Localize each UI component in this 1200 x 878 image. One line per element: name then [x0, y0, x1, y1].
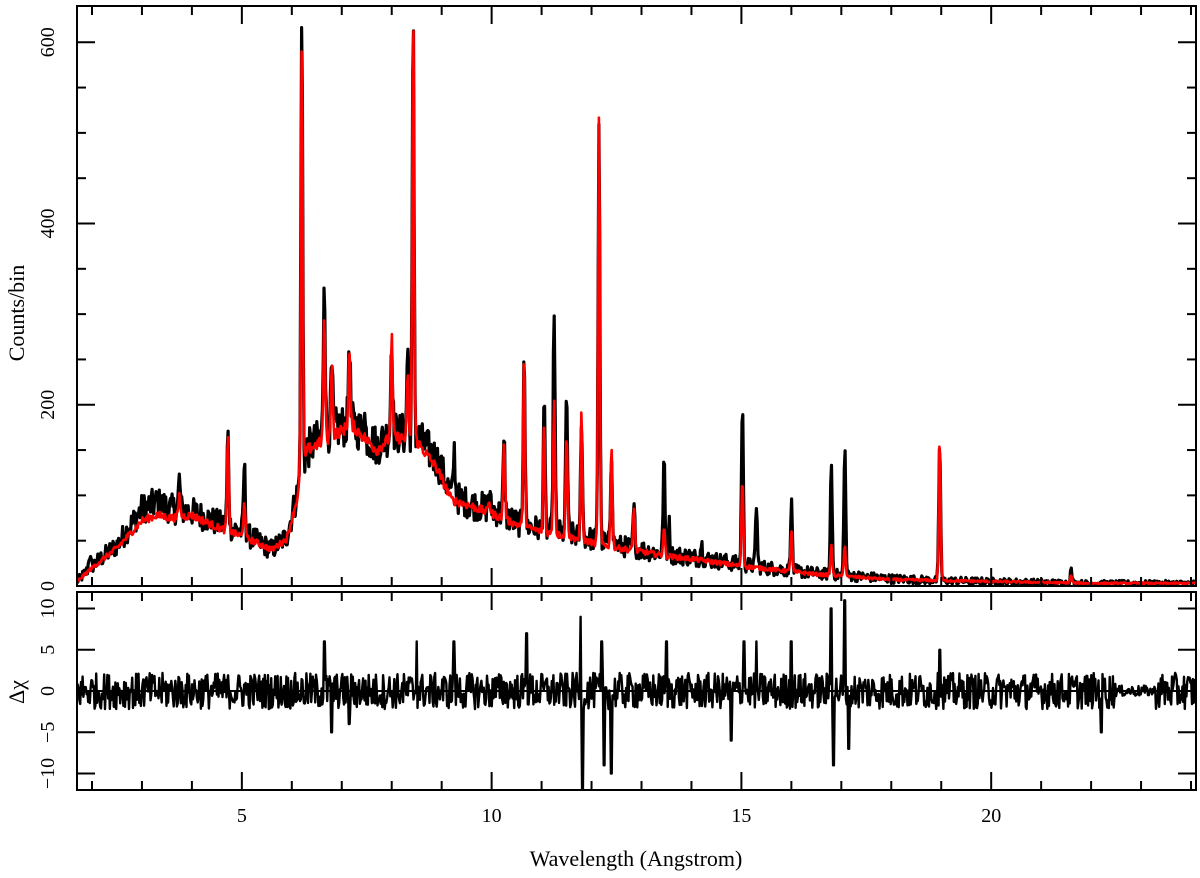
y-tick-label: 600: [37, 27, 59, 57]
residual-line: [77, 599, 1196, 790]
residual-y-tick-label: 5: [37, 645, 59, 655]
residual-y-tick-label: 10: [37, 599, 59, 619]
x-tick-label: 10: [482, 805, 502, 827]
y-tick-label: 400: [37, 209, 59, 239]
y-tick-label: 0: [37, 581, 59, 591]
y-tick-label: 200: [37, 390, 59, 420]
residual-y-tick-label: −10: [37, 758, 59, 789]
x-tick-label: 5: [237, 805, 247, 827]
x-axis-label: Wavelength (Angstrom): [530, 846, 743, 871]
residual-y-axis-label: Δχ: [4, 680, 29, 704]
y-axis-label: Counts/bin: [4, 265, 29, 362]
x-tick-label: 15: [731, 805, 751, 827]
model-spectrum-line: [77, 29, 1196, 586]
spectrum-panel: 0 200 400 600 Counts/bin: [4, 5, 1197, 591]
residual-y-tick-label: −5: [37, 722, 59, 743]
residual-panel: −10 −5 0 5 10 5 10 15 20 Δχ: [4, 591, 1197, 827]
top-frame: [76, 5, 1197, 587]
data-spectrum-line: [77, 26, 1196, 586]
residual-y-tick-label: 0: [37, 686, 59, 696]
x-tick-label: 20: [981, 805, 1001, 827]
